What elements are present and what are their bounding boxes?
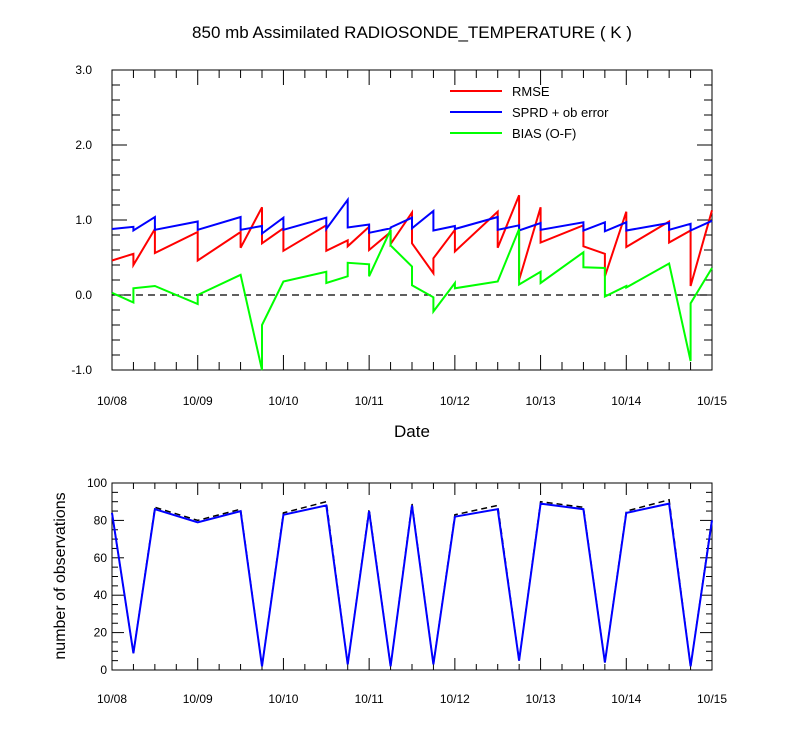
y-tick-label: 3.0 xyxy=(75,63,92,77)
series-line-bias-o-f xyxy=(111,228,713,371)
x-tick-label: 10/14 xyxy=(611,394,641,408)
x-tick-label: 10/14 xyxy=(611,692,641,706)
x-tick-label: 10/12 xyxy=(440,394,470,408)
y-tick-label: 1.0 xyxy=(75,213,92,227)
legend-label-sprd-ob-error: SPRD + ob error xyxy=(512,105,609,120)
legend-label-bias-o-f: BIAS (O-F) xyxy=(512,126,576,141)
x-tick-label: 10/15 xyxy=(697,394,727,408)
y-tick-label: 60 xyxy=(94,551,108,565)
x-tick-label: 10/11 xyxy=(355,692,384,706)
x-tick-label: 10/13 xyxy=(526,692,556,706)
legend-label-rmse: RMSE xyxy=(512,84,550,99)
x-tick-label: 10/09 xyxy=(183,692,213,706)
y-tick-label: -1.0 xyxy=(71,363,92,377)
y-tick-label: 0 xyxy=(100,663,107,677)
x-tick-label: 10/08 xyxy=(97,692,127,706)
y-tick-label: 20 xyxy=(94,626,108,640)
y-tick-label: 100 xyxy=(87,476,107,490)
x-tick-label: 10/10 xyxy=(268,692,298,706)
x-tick-label: 10/15 xyxy=(697,692,727,706)
x-tick-label: 10/11 xyxy=(355,394,384,408)
y-tick-label: 0.0 xyxy=(75,288,92,302)
x-axis-label: Date xyxy=(394,422,430,441)
x-tick-label: 10/09 xyxy=(183,394,213,408)
chart-title: 850 mb Assimilated RADIOSONDE_TEMPERATUR… xyxy=(192,23,632,42)
y-axis-label: number of observations xyxy=(52,492,69,659)
series-line-series-1 xyxy=(111,498,713,667)
x-tick-label: 10/13 xyxy=(526,394,556,408)
series-line-sprd-ob-error xyxy=(111,196,713,236)
top-chart-area: 10/08 10/09 10/10 10/11 10/12 10/13 10/14 10/15… xyxy=(71,63,727,408)
y-tick-label: 80 xyxy=(94,513,108,527)
x-tick-label: 10/10 xyxy=(268,394,298,408)
x-tick-label: 10/12 xyxy=(440,692,470,706)
series-line-series-2 xyxy=(111,502,713,667)
y-tick-label: 40 xyxy=(94,588,108,602)
bottom-chart-area: 10/08 10/09 10/10 10/11 10/12 10/13 10/14 10/15… xyxy=(87,476,727,706)
y-tick-label: 2.0 xyxy=(75,138,92,152)
x-tick-label: 10/08 xyxy=(97,394,127,408)
